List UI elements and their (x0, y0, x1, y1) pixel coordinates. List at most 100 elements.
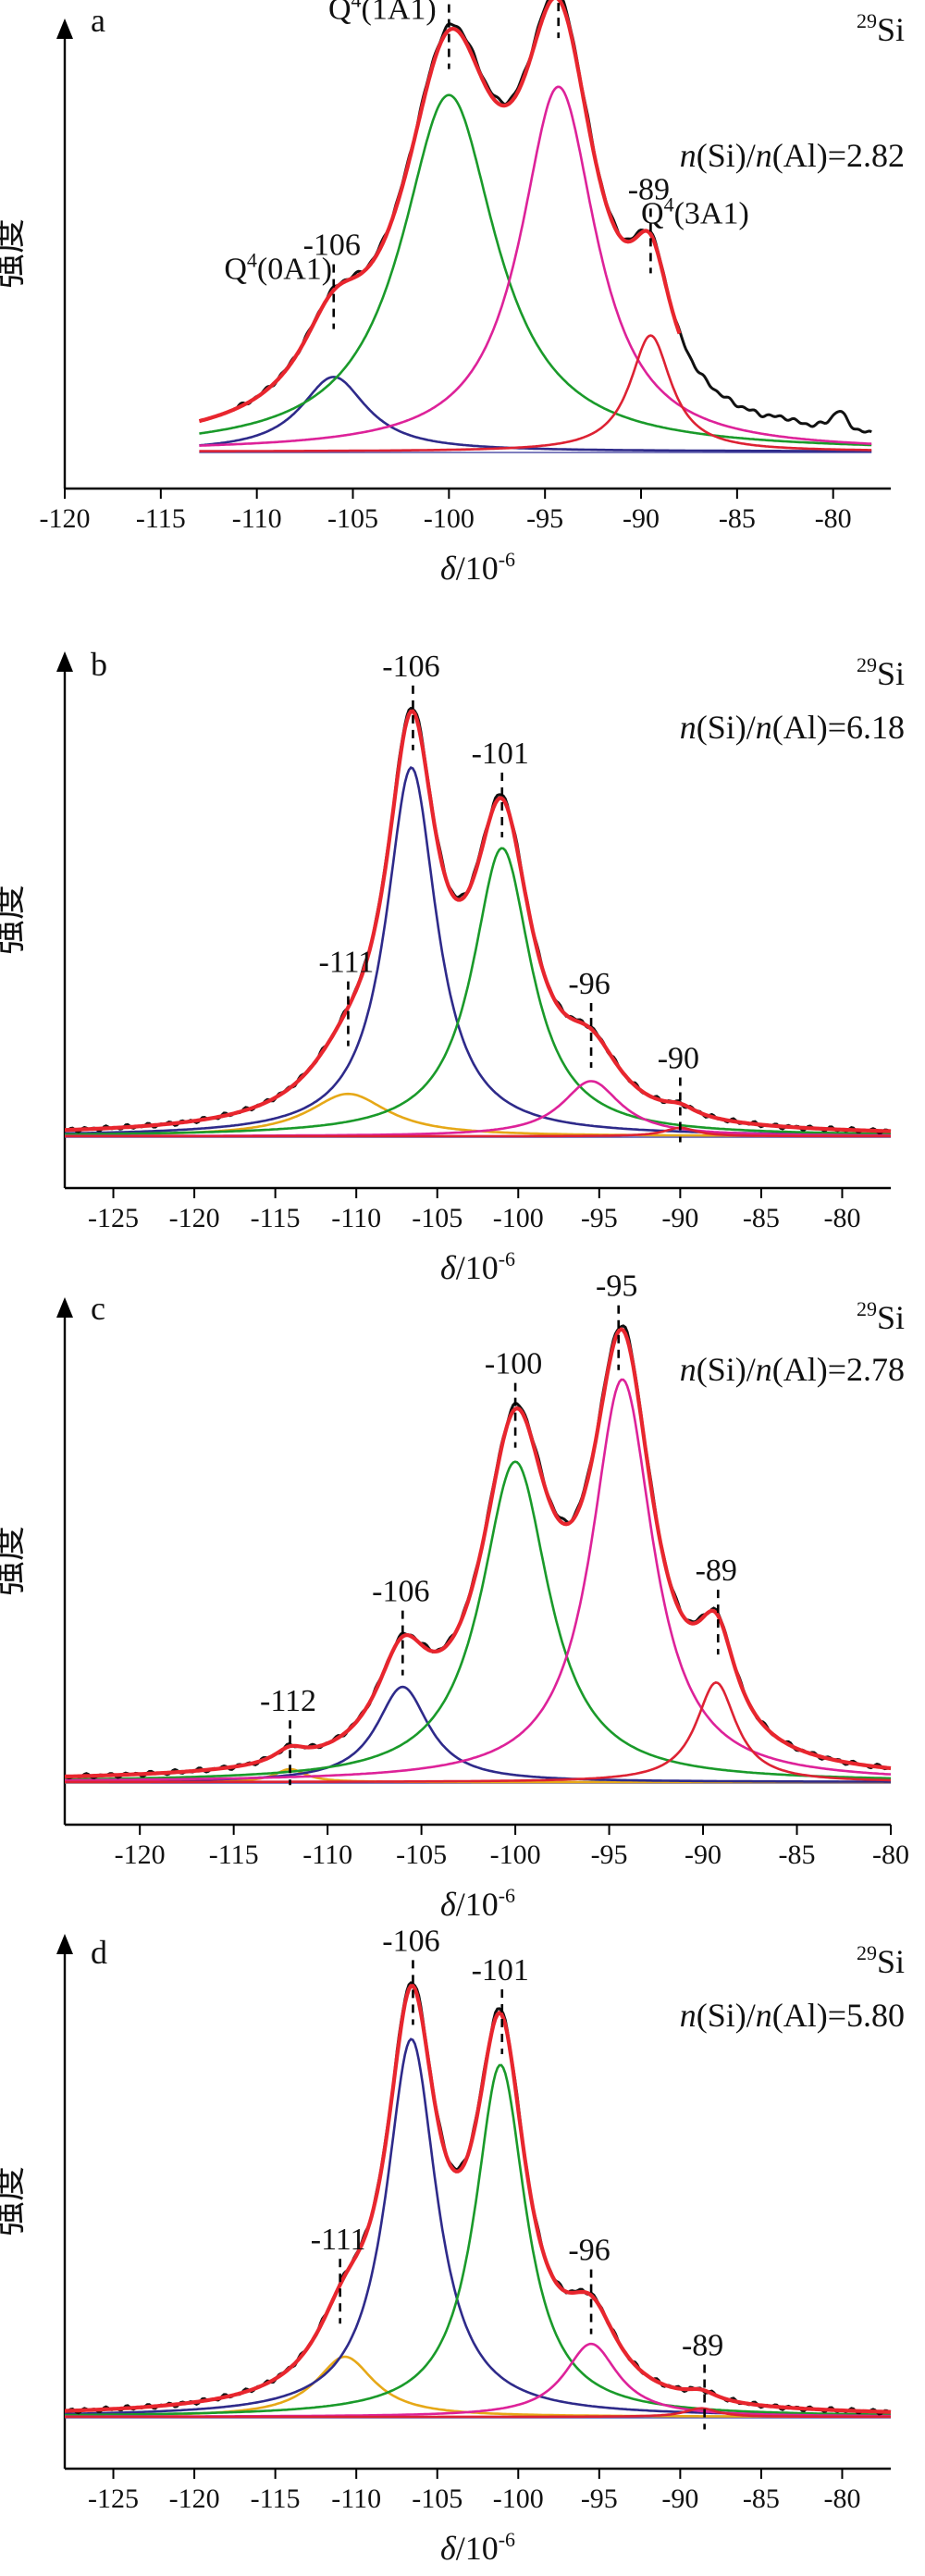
x-axis-label: δ/10-6 (440, 2528, 515, 2567)
nucleus-mass: 29 (857, 1941, 877, 1964)
ratio-n2: n (756, 137, 772, 174)
component-curve-3 (199, 334, 872, 452)
si-al-ratio: n(Si)/n(Al)=2.78 (680, 1351, 905, 1388)
x-tick-label: -80 (823, 2483, 860, 2514)
x-tick-label: -100 (493, 1203, 544, 1233)
x-tick-label: -105 (412, 2483, 462, 2514)
fitted-spectrum (64, 1984, 892, 2414)
si-al-ratio: n(Si)/n(Al)=6.18 (680, 709, 905, 746)
annotation-rest: (1A1) (362, 0, 437, 27)
x-label-unit: /10 (456, 1886, 499, 1923)
component-curve-2 (65, 847, 891, 1136)
peak-label: -89 (682, 2328, 723, 2362)
x-tick-label: -80 (823, 1203, 860, 1233)
x-label-unit: /10 (456, 550, 499, 587)
peak-label: -96 (568, 2234, 610, 2268)
fitted-spectrum (198, 0, 682, 424)
annotation-base: Q (224, 253, 247, 287)
peak-label: -111 (319, 946, 375, 980)
x-tick-label: -105 (396, 1839, 447, 1870)
y-axis-arrow-icon (56, 651, 73, 672)
x-tick-label: -105 (327, 503, 378, 534)
experimental-spectrum (236, 0, 872, 434)
component-curve-2 (65, 2063, 891, 2417)
x-tick-label: -90 (684, 1839, 722, 1870)
ratio-n1: n (680, 709, 697, 746)
peak-label: -101 (472, 737, 529, 771)
y-axis-label: 强度 (0, 2166, 29, 2236)
x-axis-label: δ/10-6 (440, 548, 515, 587)
ratio-s2: (Al)=2.82 (772, 137, 905, 174)
component-curve-1 (65, 1685, 891, 1783)
annotation-base: Q (641, 196, 664, 230)
panel-b: -125 -120 -115 -110 -105 -100 -95 -90 -85 -80 b 29S… (0, 646, 905, 1286)
y-axis-label: 强度 (0, 885, 29, 955)
x-tick-label: -85 (719, 503, 756, 534)
panel-d: -125 -120 -115 -110 -105 -100 -95 -90 -85 -80 d 29S… (0, 1924, 905, 2567)
x-tick-label: -115 (251, 1203, 301, 1233)
x-tick-label: -90 (661, 1203, 698, 1233)
x-tick-label: -115 (251, 2483, 301, 2514)
fitted-spectrum (65, 709, 892, 1133)
x-tick-label: -90 (661, 2483, 698, 2514)
ratio-n2: n (756, 1351, 772, 1388)
peak-label: -100 (418, 0, 475, 3)
annotation-base: Q (328, 0, 352, 27)
x-tick-label: -125 (88, 1203, 139, 1233)
ratio-s1: (Si)/ (697, 709, 756, 746)
annotation-rest: (3A1) (674, 196, 749, 230)
y-axis-arrow-icon (56, 1297, 73, 1318)
nucleus-mass: 29 (857, 1297, 877, 1320)
x-tick-label: -80 (815, 503, 852, 534)
component-curve-4 (65, 1126, 891, 1138)
x-tick-label: -85 (743, 2483, 780, 2514)
peak-label: -101 (472, 1953, 529, 1988)
peak-label: -89 (696, 1554, 737, 1588)
x-tick-label: -105 (412, 1203, 462, 1233)
x-tick-label: -90 (623, 503, 660, 534)
annotation-sup: 4 (664, 192, 674, 216)
panel-label: c (91, 1290, 105, 1327)
x-label-symbol: δ (440, 1886, 457, 1923)
y-axis-arrow-icon (56, 19, 73, 39)
peak-label: -106 (372, 1575, 429, 1609)
nucleus-label: 29Si (857, 653, 905, 692)
experimental-spectrum (64, 1324, 892, 1780)
x-tick-label: -110 (331, 1203, 381, 1233)
fitted-spectrum (64, 1327, 892, 1779)
ratio-s1: (Si)/ (697, 1997, 756, 2034)
x-tick-label: -95 (581, 1203, 618, 1233)
component-curve-1 (64, 766, 891, 1136)
panel-label: b (91, 646, 107, 683)
x-tick-label: -110 (232, 503, 282, 534)
x-label-exponent: -6 (499, 1884, 515, 1907)
x-label-exponent: -6 (499, 1247, 515, 1270)
y-axis-label: 强度 (0, 1526, 29, 1596)
nucleus-mass: 29 (857, 9, 877, 32)
peak-label: -95 (596, 1269, 637, 1304)
ratio-s1: (Si)/ (697, 137, 756, 174)
x-tick-label: -115 (136, 503, 186, 534)
x-tick-label: -100 (490, 1839, 541, 1870)
component-curve-3 (65, 1378, 892, 1782)
ratio-s2: (Al)=6.18 (772, 709, 905, 746)
x-tick-label: -115 (209, 1839, 259, 1870)
x-label-symbol: δ (440, 1249, 457, 1286)
peak-label: -96 (568, 967, 610, 1001)
component-curve-0 (199, 376, 872, 452)
x-tick-label: -110 (302, 1839, 352, 1870)
peak-label: -112 (260, 1684, 316, 1718)
x-label-unit: /10 (456, 2530, 499, 2567)
x-tick-label: -85 (743, 1203, 780, 1233)
ratio-n1: n (680, 1351, 697, 1388)
x-tick-label: -100 (424, 503, 475, 534)
y-axis-label: 强度 (0, 218, 29, 289)
panel-label: a (91, 2, 105, 39)
nucleus-element: Si (877, 1943, 905, 1980)
panel-c: -120 -115 -110 -105 -100 -95 -90 -85 -80 c 29Si n(S… (0, 1269, 909, 1923)
peak-label: -111 (311, 2223, 366, 2257)
site-annotation: Q4(1A1) (328, 0, 437, 27)
si-al-ratio: n(Si)/n(Al)=2.82 (680, 137, 905, 174)
x-tick-label: -110 (331, 2483, 381, 2514)
x-tick-label: -95 (581, 2483, 618, 2514)
